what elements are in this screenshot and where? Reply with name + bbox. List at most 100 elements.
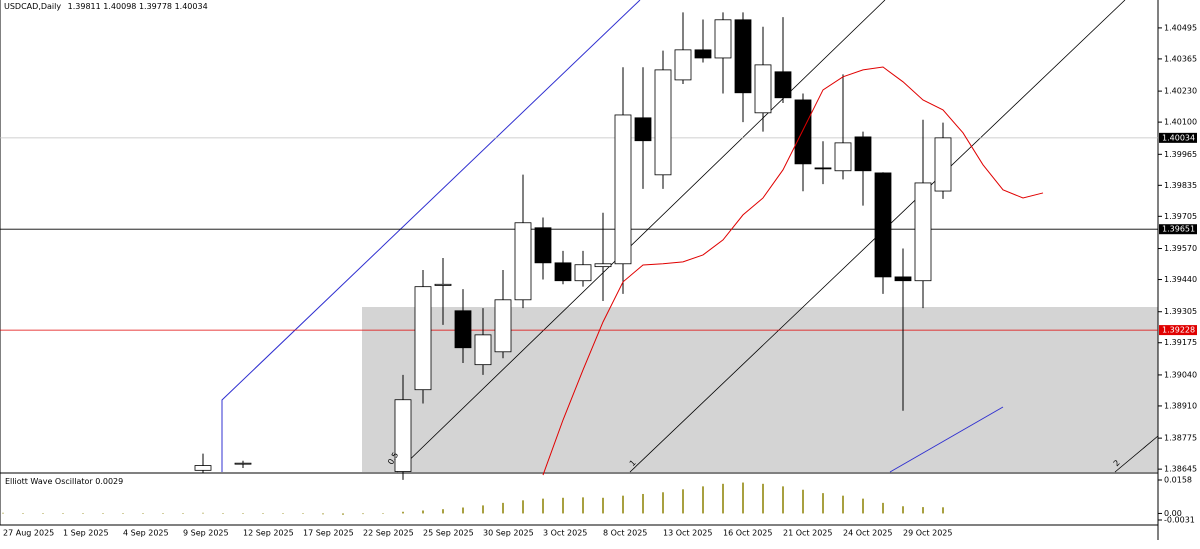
y-tick-label: 1.39175: [1164, 338, 1197, 347]
x-tick-label: 21 Oct 2025: [783, 529, 832, 538]
osc-bar: [182, 513, 184, 514]
ohlc: 1.40098: [103, 2, 136, 11]
candle-body: [814, 167, 832, 170]
osc-bar: [642, 493, 644, 514]
candle-body: [654, 69, 672, 176]
osc-bar: [862, 498, 864, 514]
oscillator-name: Elliott Wave Oscillator: [5, 477, 93, 486]
y-tick-label: 1.39040: [1164, 370, 1197, 379]
osc-bar: [802, 489, 804, 514]
chart-title: USDCAD,Daily 1.39811 1.40098 1.39778 1.4…: [4, 2, 208, 11]
osc-bar: [882, 502, 884, 514]
symbol: USDCAD,Daily: [4, 2, 61, 11]
price-tag: [1159, 224, 1197, 235]
osc-bar: [262, 513, 264, 514]
osc-bar: [442, 509, 444, 514]
candle-body: [454, 310, 472, 349]
candle-body: [614, 114, 632, 265]
osc-bar: [602, 497, 604, 514]
candle-body: [494, 299, 512, 353]
candle-body: [634, 117, 652, 142]
channel-line: [221, 0, 641, 472]
moving-average: [542, 66, 1044, 476]
osc-tick-label: -0.0031: [1164, 516, 1195, 525]
osc-bar: [62, 513, 64, 514]
y-tick-label: 1.39965: [1164, 150, 1197, 159]
channel-line: [1114, 435, 1159, 473]
osc-bar: [202, 512, 204, 514]
candle-body: [734, 19, 752, 94]
x-tick-label: 13 Oct 2025: [663, 529, 712, 538]
x-tick-label: 24 Oct 2025: [843, 529, 892, 538]
osc-bar: [722, 483, 724, 514]
y-tick-label: 1.39305: [1164, 307, 1197, 316]
candle-body: [794, 99, 812, 165]
y-tick-label: 1.38910: [1164, 401, 1197, 410]
ohlc: 1.39778: [139, 2, 172, 11]
candle-body: [414, 286, 432, 391]
osc-bar: [2, 512, 4, 514]
candle-body: [914, 182, 932, 282]
y-tick-label: 1.39440: [1164, 275, 1197, 284]
osc-bar: [302, 513, 304, 514]
candle-body: [514, 222, 532, 301]
x-tick-label: 9 Sep 2025: [183, 529, 229, 538]
candle-body: [854, 136, 872, 172]
candle-body: [574, 264, 592, 282]
ohlc: 1.40034: [175, 2, 208, 11]
price-tag-label: 1.39228: [1162, 326, 1195, 335]
osc-bar: [122, 513, 124, 514]
candle-body: [194, 465, 212, 471]
osc-bar: [162, 513, 164, 514]
candle-body: [774, 71, 792, 99]
osc-bar: [562, 497, 564, 514]
osc-bar: [142, 513, 144, 514]
osc-bar: [702, 486, 704, 514]
x-tick-label: 29 Oct 2025: [903, 529, 952, 538]
osc-bar: [462, 507, 464, 514]
y-tick-label: 1.39570: [1164, 244, 1197, 253]
y-tick-label: 1.40365: [1164, 54, 1197, 63]
osc-bar: [902, 506, 904, 514]
candle-body: [694, 49, 712, 59]
x-tick-label: 4 Sep 2025: [123, 529, 169, 538]
price-tag: [1159, 132, 1197, 143]
osc-bar: [82, 513, 84, 514]
osc-bar: [382, 513, 384, 514]
candle-body: [394, 399, 412, 472]
osc-bar: [942, 507, 944, 514]
x-tick-label: 30 Sep 2025: [483, 529, 534, 538]
price-tag: [1159, 325, 1197, 336]
trend-line: [889, 406, 1004, 473]
osc-bar: [42, 513, 44, 514]
candle-body: [234, 462, 252, 465]
y-tick-label: 1.38775: [1164, 434, 1197, 443]
x-tick-label: 12 Sep 2025: [243, 529, 294, 538]
osc-bar: [282, 513, 284, 514]
candle-body: [534, 227, 552, 264]
osc-bar: [622, 495, 624, 514]
osc-bar: [822, 493, 824, 514]
osc-bar: [842, 495, 844, 514]
osc-bar: [22, 513, 24, 514]
ohlc: 1.39811: [68, 2, 101, 11]
osc-bar: [102, 513, 104, 514]
osc-bar: [782, 486, 784, 514]
candle-body: [674, 49, 692, 81]
osc-tick-label: 0.00: [1164, 509, 1182, 518]
x-tick-label: 8 Oct 2025: [603, 529, 647, 538]
candle-body: [434, 283, 452, 286]
osc-bar: [422, 510, 424, 514]
x-tick-label: 27 Aug 2025: [3, 529, 54, 538]
fib-label: 1: [628, 458, 638, 468]
fib-label: 2: [1112, 458, 1122, 468]
candle-body: [754, 64, 772, 114]
y-tick-label: 1.40495: [1164, 23, 1197, 32]
y-tick-label: 1.40230: [1164, 87, 1197, 96]
candle-body: [714, 19, 732, 59]
price-tag-label: 1.40034: [1162, 133, 1195, 142]
x-tick-label: 17 Sep 2025: [303, 529, 354, 538]
y-tick-label: 1.40100: [1164, 118, 1197, 127]
osc-bar: [402, 511, 404, 514]
